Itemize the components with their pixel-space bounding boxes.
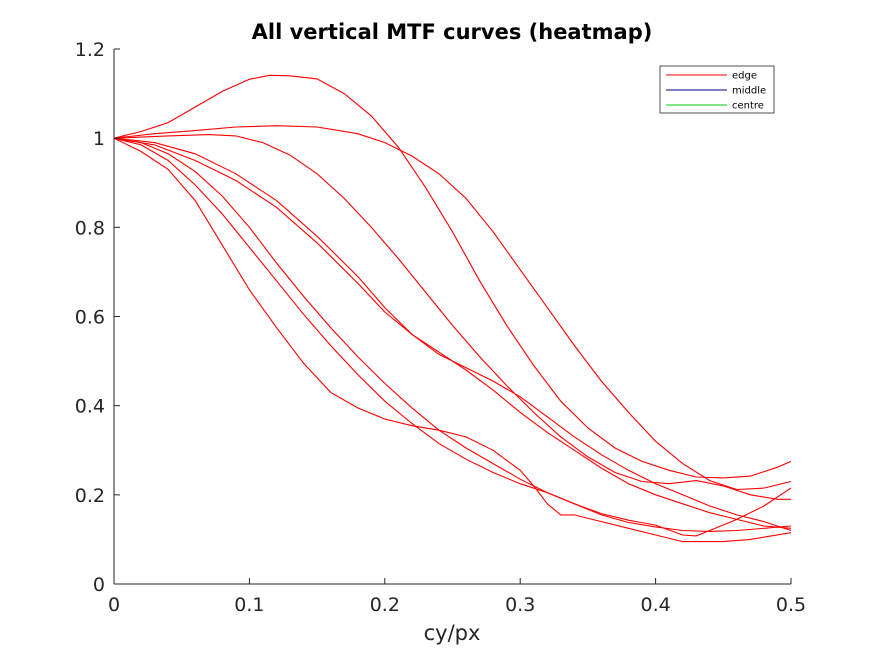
series-line-6 (113, 137, 792, 532)
y-tick-label: 0.8 (75, 217, 105, 239)
plot-background (114, 49, 791, 584)
chart-title: All vertical MTF curves (heatmap) (252, 20, 653, 44)
legend-label-edge: edge (732, 71, 757, 82)
x-axis-label: cy/px (424, 621, 481, 645)
legend-label-middle: middle (732, 86, 766, 97)
y-tick-label: 0.2 (75, 485, 105, 507)
x-tick-label: 0.2 (370, 594, 400, 616)
x-ticks: 0 0.1 0.2 0.3 0.4 0.5 (108, 578, 806, 616)
y-ticks: 0 0.2 0.4 0.6 0.8 1 1.2 (75, 39, 120, 596)
legend-label-centre: centre (732, 101, 764, 112)
series-layer (113, 74, 792, 543)
series-line-4 (113, 137, 792, 532)
series-line-8 (113, 137, 792, 543)
series-line-3 (113, 134, 791, 500)
x-tick-label: 0.3 (505, 594, 535, 616)
x-tick-label: 0 (108, 594, 120, 616)
series-line-2 (113, 125, 792, 491)
legend: edge middle centre (659, 65, 775, 114)
x-tick-label: 0.4 (640, 594, 670, 616)
legend-items: edge middle centre (666, 71, 766, 112)
y-tick-label: 1 (93, 128, 105, 150)
x-tick-label: 0.1 (234, 594, 264, 616)
series-line-5 (113, 137, 792, 529)
y-tick-label: 1.2 (75, 39, 105, 61)
y-tick-label: 0.6 (75, 307, 105, 329)
x-tick-label: 0.5 (776, 594, 806, 616)
plot-area: 0 0.1 0.2 0.3 0.4 0.5 0 0.2 0.4 0.6 0.8 1 1.2 (75, 39, 806, 616)
y-tick-label: 0.4 (75, 396, 105, 418)
series-line-7 (113, 137, 792, 537)
y-tick-label: 0 (93, 574, 105, 596)
series-line-1 (113, 74, 792, 479)
